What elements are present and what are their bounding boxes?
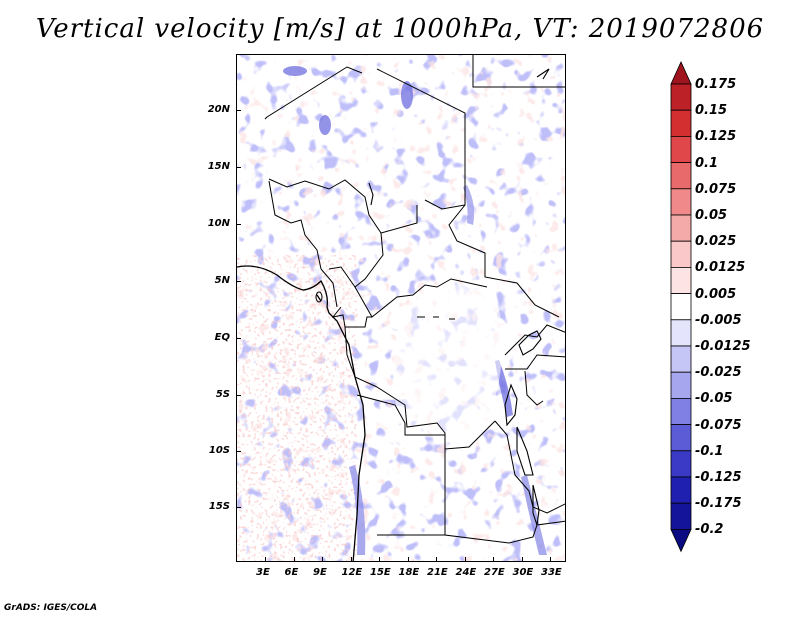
lon-tick (436, 557, 437, 562)
lat-tick (236, 451, 241, 452)
lon-label: 18E (398, 567, 420, 578)
lat-label: 10S (208, 445, 230, 456)
lon-label: 3E (256, 567, 270, 578)
lat-tick (236, 395, 241, 396)
colorbar-label: -0.2 (695, 522, 724, 538)
colorbar-bin (670, 240, 692, 268)
lon-tick (407, 557, 409, 562)
lon-tick (265, 557, 266, 562)
lat-tick (236, 507, 241, 508)
colorbar-bin (670, 83, 692, 111)
lon-label: 12E (341, 567, 363, 578)
map-panel (236, 54, 566, 562)
map-field (237, 55, 565, 561)
lat-label: 15N (207, 161, 230, 172)
colorbar-label: -0.025 (695, 365, 742, 381)
lon-label: 15E (370, 567, 391, 578)
lat-tick (236, 281, 241, 282)
colorbar-bottom-triangle (670, 528, 692, 553)
colorbar-bin (670, 371, 692, 399)
grads-credit: GrADS: IGES/COLA (4, 603, 98, 613)
colorbar-label: -0.175 (695, 496, 742, 512)
colorbar-label: 0.0125 (695, 260, 746, 276)
colorbar-label: 0.05 (695, 208, 728, 223)
lat-tick (236, 110, 241, 111)
colorbar-label: -0.125 (695, 470, 742, 485)
colorbar-bin (670, 214, 692, 242)
colorbar-bin (670, 424, 692, 452)
colorbar (670, 61, 692, 553)
lon-label: 9E (313, 567, 327, 578)
lat-label: 5S (215, 389, 230, 400)
colorbar-bin (670, 162, 692, 190)
lakes (368, 68, 550, 526)
colorbar-bin (670, 266, 692, 294)
lat-label: 10N (207, 218, 230, 229)
lat-label: EQ (214, 332, 230, 343)
lon-tick (350, 557, 352, 562)
colorbar-bin (670, 476, 692, 504)
colorbar-label: -0.05 (695, 391, 733, 407)
colorbar-label: 0.125 (695, 129, 737, 145)
chart-title: Vertical velocity [m/s] at 1000hPa, VT: … (35, 14, 765, 44)
colorbar-label: -0.005 (695, 312, 742, 328)
lon-label: 27E (484, 567, 505, 578)
colorbar-bin (670, 136, 692, 164)
colorbar-bin (670, 345, 692, 373)
colorbar-bin (670, 109, 692, 137)
colorbar-bin (670, 293, 692, 321)
lon-tick (521, 557, 523, 562)
lon-label: 33E (541, 567, 562, 578)
lon-label: 24E (455, 567, 477, 578)
colorbar-bin (670, 450, 692, 478)
lon-label: 21E (427, 567, 448, 578)
lon-label: 30E (512, 567, 534, 578)
lon-tick (493, 557, 494, 562)
colorbar-bin (670, 319, 692, 347)
lon-label: 6E (284, 567, 299, 578)
colorbar-label: 0.075 (695, 181, 737, 197)
lat-label: 20N (207, 104, 230, 115)
colorbar-label: 0.15 (695, 103, 728, 119)
coastline (237, 265, 366, 561)
colorbar-top-triangle (670, 61, 692, 85)
lat-tick (236, 167, 241, 168)
colorbar-bin (670, 188, 692, 216)
colorbar-label: -0.0125 (695, 339, 751, 354)
lat-label: 5N (214, 275, 230, 286)
colorbar-label: 0.005 (695, 286, 737, 302)
colorbar-bin (670, 502, 692, 530)
lon-tick (322, 557, 323, 562)
lat-tick (236, 338, 241, 339)
lon-tick (550, 557, 551, 562)
lon-tick (464, 557, 466, 562)
colorbar-bin (670, 397, 692, 425)
colorbar-label: 0.1 (695, 155, 719, 171)
lon-tick (293, 557, 295, 562)
lat-tick (236, 224, 241, 225)
colorbar-label: -0.075 (695, 417, 742, 433)
colorbar-label: 0.175 (695, 77, 737, 92)
lat-label: 15S (208, 501, 230, 512)
lon-tick (379, 557, 380, 562)
colorbar-label: 0.025 (695, 234, 737, 250)
colorbar-label: -0.1 (695, 443, 724, 459)
